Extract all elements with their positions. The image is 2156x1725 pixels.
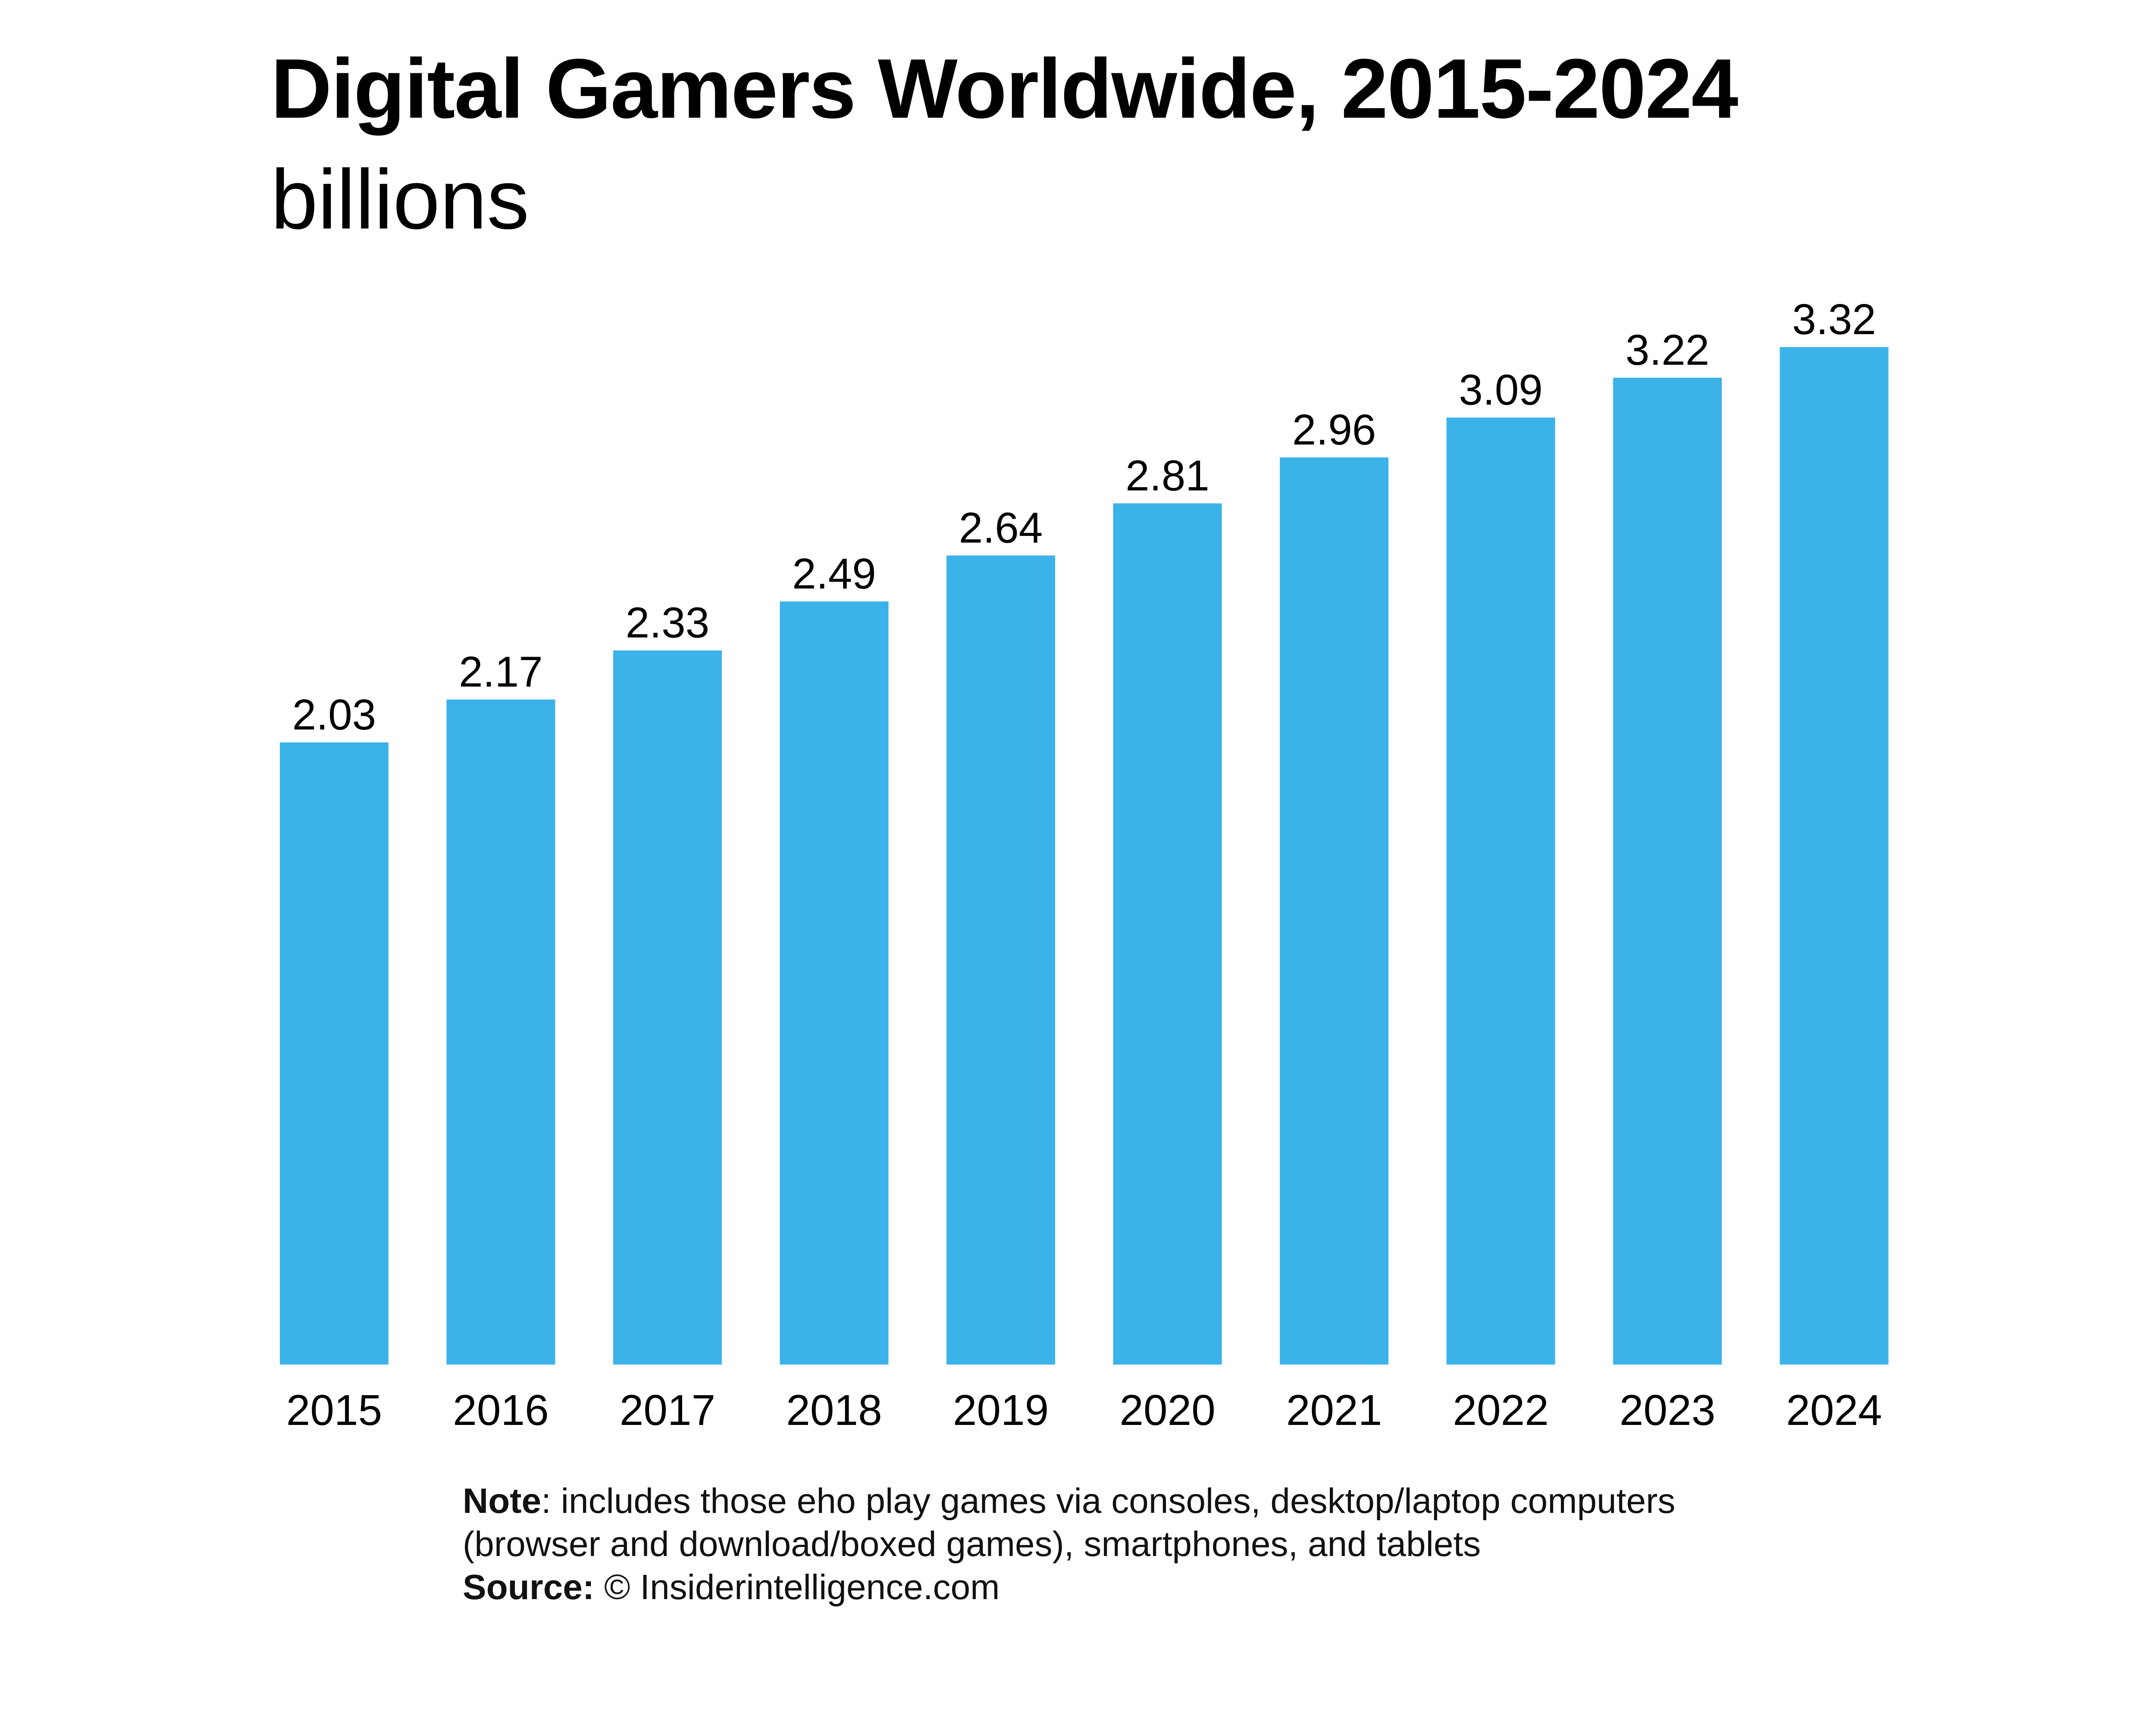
x-tick-label-2021: 2021 — [1286, 1386, 1382, 1434]
chart-subtitle: billions — [271, 152, 530, 247]
bar-2019 — [946, 555, 1055, 1365]
note-text-1: : includes those eho play games via cons… — [541, 1481, 1676, 1521]
value-labels-group: 2.03 2.17 2.33 2.49 2.64 2.81 2.96 3.09 3.22 3.32 — [292, 295, 1876, 739]
footnote: Note: includes those eho play games via … — [463, 1480, 1675, 1609]
source-text: © Insiderintelligence.com — [604, 1568, 1000, 1607]
value-label-2020: 2.81 — [1125, 452, 1210, 500]
value-label-2016: 2.17 — [459, 648, 543, 696]
note-line-2: (browser and download/boxed games), smar… — [463, 1525, 1481, 1564]
value-label-2024: 3.32 — [1792, 295, 1876, 344]
x-tick-label-2018: 2018 — [786, 1386, 882, 1434]
bars-group — [280, 347, 1889, 1365]
chart-title: Digital Gamers Worldwide, 2015-2024 — [271, 41, 1738, 136]
bar-2018 — [780, 601, 889, 1365]
bar-2022 — [1446, 417, 1555, 1365]
value-label-2023: 3.22 — [1626, 326, 1710, 374]
bar-2016 — [446, 699, 555, 1365]
value-label-2017: 2.33 — [626, 599, 710, 647]
value-label-2015: 2.03 — [292, 691, 376, 739]
value-label-2019: 2.64 — [959, 504, 1043, 552]
x-axis-ticks-group: 2015 2016 2017 2018 2019 2020 2021 2022 2023 2024 — [286, 1386, 1882, 1434]
x-tick-label-2019: 2019 — [953, 1386, 1049, 1434]
bar-2015 — [280, 742, 389, 1365]
value-label-2021: 2.96 — [1292, 406, 1376, 454]
note-label: Note — [463, 1481, 542, 1521]
bar-2021 — [1280, 457, 1388, 1365]
x-tick-label-2017: 2017 — [620, 1386, 715, 1434]
x-tick-label-2015: 2015 — [286, 1386, 382, 1434]
value-label-2018: 2.49 — [792, 550, 876, 598]
bar-2017 — [613, 650, 722, 1365]
value-label-2022: 3.09 — [1459, 366, 1543, 414]
bar-2023 — [1613, 378, 1722, 1365]
note-line-1: Note: includes those eho play games via … — [463, 1480, 1675, 1523]
x-tick-label-2020: 2020 — [1119, 1386, 1215, 1434]
source-label: Source: — [463, 1568, 595, 1607]
bar-2024 — [1780, 347, 1889, 1365]
bar-2020 — [1113, 503, 1222, 1365]
x-tick-label-2024: 2024 — [1786, 1386, 1882, 1434]
x-tick-label-2022: 2022 — [1453, 1386, 1548, 1434]
source-line: Source: © Insiderintelligence.com — [463, 1566, 1675, 1609]
x-tick-label-2023: 2023 — [1620, 1386, 1715, 1434]
x-tick-label-2016: 2016 — [453, 1386, 548, 1434]
